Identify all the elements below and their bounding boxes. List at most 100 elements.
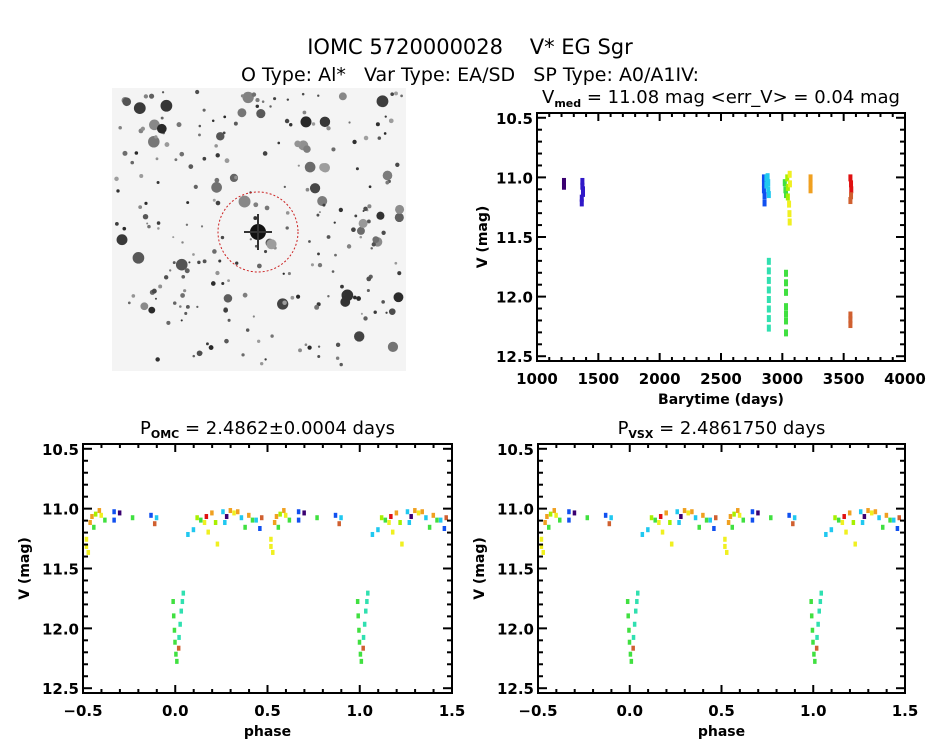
data-point bbox=[761, 186, 766, 194]
data-point bbox=[296, 517, 301, 523]
star bbox=[172, 261, 176, 265]
star bbox=[309, 183, 321, 194]
data-point bbox=[366, 590, 370, 596]
star bbox=[155, 157, 159, 161]
data-point bbox=[625, 599, 630, 605]
data-point bbox=[400, 541, 404, 547]
data-point bbox=[282, 508, 286, 514]
star bbox=[148, 135, 160, 148]
data-point bbox=[787, 200, 792, 208]
y-tick-label: 11.0 bbox=[42, 501, 79, 519]
data-point bbox=[585, 515, 590, 521]
data-point bbox=[269, 536, 273, 542]
star bbox=[142, 213, 149, 220]
star bbox=[290, 295, 295, 300]
star bbox=[185, 304, 190, 309]
data-point bbox=[787, 512, 791, 518]
star bbox=[202, 156, 207, 161]
data-point bbox=[756, 510, 760, 516]
star bbox=[185, 223, 189, 226]
data-point bbox=[814, 645, 819, 651]
x-tick-label: −0.5 bbox=[518, 702, 557, 720]
y-tick-label: 11.0 bbox=[497, 501, 534, 519]
star bbox=[375, 122, 380, 127]
data-point bbox=[840, 520, 845, 526]
star bbox=[363, 135, 369, 141]
star bbox=[184, 268, 190, 274]
data-point bbox=[664, 510, 668, 516]
data-point bbox=[633, 608, 638, 614]
data-point bbox=[180, 599, 185, 605]
data-point bbox=[669, 541, 674, 547]
data-point bbox=[424, 515, 428, 521]
data-point bbox=[750, 517, 755, 523]
data-point bbox=[387, 520, 391, 526]
x-axis-label: phase bbox=[244, 724, 291, 740]
data-point bbox=[92, 524, 96, 530]
star bbox=[151, 288, 157, 294]
data-point bbox=[810, 627, 815, 633]
data-point bbox=[858, 509, 863, 515]
star bbox=[157, 227, 160, 230]
y-tick-label: 12.5 bbox=[497, 680, 534, 698]
data-point bbox=[766, 191, 771, 199]
data-point bbox=[259, 515, 264, 521]
star bbox=[140, 126, 145, 131]
star bbox=[285, 211, 290, 215]
data-point bbox=[405, 509, 410, 515]
data-point bbox=[808, 186, 813, 194]
star bbox=[242, 91, 254, 104]
data-point bbox=[175, 658, 179, 664]
star bbox=[181, 274, 186, 279]
data-point bbox=[690, 509, 694, 515]
y-tick-label: 12.0 bbox=[42, 620, 79, 638]
star bbox=[394, 91, 398, 96]
data-point bbox=[181, 590, 186, 596]
star bbox=[370, 247, 373, 250]
data-point bbox=[364, 608, 368, 614]
x-tick-label: 1000 bbox=[516, 370, 558, 388]
data-point bbox=[766, 305, 771, 313]
data-point bbox=[84, 536, 89, 542]
data-point bbox=[693, 515, 698, 521]
data-point bbox=[769, 515, 773, 521]
star bbox=[326, 235, 331, 239]
star bbox=[183, 289, 187, 293]
data-point bbox=[784, 303, 789, 311]
data-point bbox=[701, 512, 705, 518]
y-tick-label: 12.5 bbox=[496, 348, 533, 366]
data-point bbox=[117, 510, 122, 516]
star bbox=[352, 139, 357, 145]
star bbox=[377, 136, 382, 140]
star bbox=[122, 150, 128, 156]
star bbox=[146, 222, 149, 225]
star bbox=[143, 94, 149, 99]
star bbox=[211, 119, 215, 123]
data-point bbox=[766, 286, 771, 294]
data-point bbox=[254, 517, 258, 523]
star bbox=[348, 121, 351, 124]
star bbox=[301, 92, 305, 96]
data-point bbox=[112, 517, 116, 523]
star bbox=[339, 362, 343, 367]
data-point bbox=[554, 512, 558, 518]
star bbox=[395, 162, 400, 167]
star bbox=[254, 244, 258, 248]
data-point bbox=[97, 508, 102, 514]
data-point bbox=[660, 529, 665, 535]
star bbox=[252, 315, 255, 318]
star bbox=[202, 259, 207, 264]
star bbox=[273, 97, 277, 101]
data-point bbox=[686, 510, 690, 516]
data-point bbox=[416, 510, 421, 516]
star bbox=[319, 116, 331, 128]
star bbox=[363, 316, 368, 321]
star bbox=[351, 227, 356, 233]
star bbox=[381, 230, 386, 235]
data-point bbox=[152, 521, 157, 527]
star bbox=[134, 151, 139, 155]
star bbox=[138, 205, 143, 209]
data-point bbox=[361, 645, 365, 651]
data-point bbox=[558, 517, 562, 523]
star bbox=[289, 123, 293, 127]
